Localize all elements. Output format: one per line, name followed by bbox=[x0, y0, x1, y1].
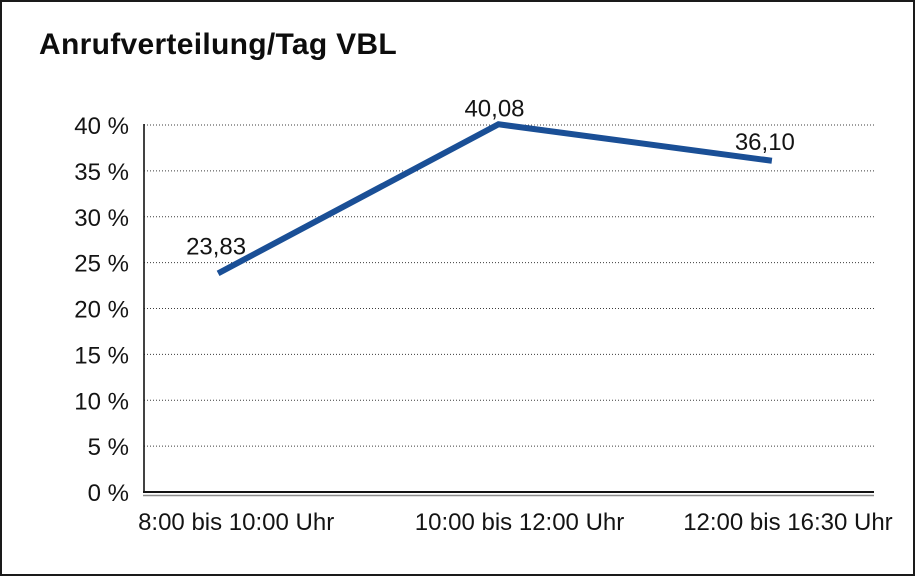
y-tick-label: 20 % bbox=[74, 297, 129, 324]
x-category-label: 12:00 bis 16:30 Uhr bbox=[683, 509, 892, 536]
x-category-label: 10:00 bis 12:00 Uhr bbox=[415, 509, 624, 536]
y-tick-label: 5 % bbox=[88, 434, 129, 461]
y-tick-label: 10 % bbox=[74, 388, 129, 415]
x-category-label: 8:00 bis 10:00 Uhr bbox=[138, 509, 334, 536]
data-label: 40,08 bbox=[464, 95, 524, 122]
y-tick-label: 0 % bbox=[88, 480, 129, 507]
y-tick-label: 35 % bbox=[74, 159, 129, 186]
series-line bbox=[216, 121, 773, 277]
y-tick-label: 15 % bbox=[74, 342, 129, 369]
y-tick-label: 40 % bbox=[74, 113, 129, 140]
y-tick-label: 25 % bbox=[74, 251, 129, 278]
y-tick-label: 30 % bbox=[74, 205, 129, 232]
chart-title: Anrufverteilung/Tag VBL bbox=[39, 28, 398, 61]
data-label: 36,10 bbox=[735, 129, 795, 156]
data-label: 23,83 bbox=[186, 233, 246, 260]
